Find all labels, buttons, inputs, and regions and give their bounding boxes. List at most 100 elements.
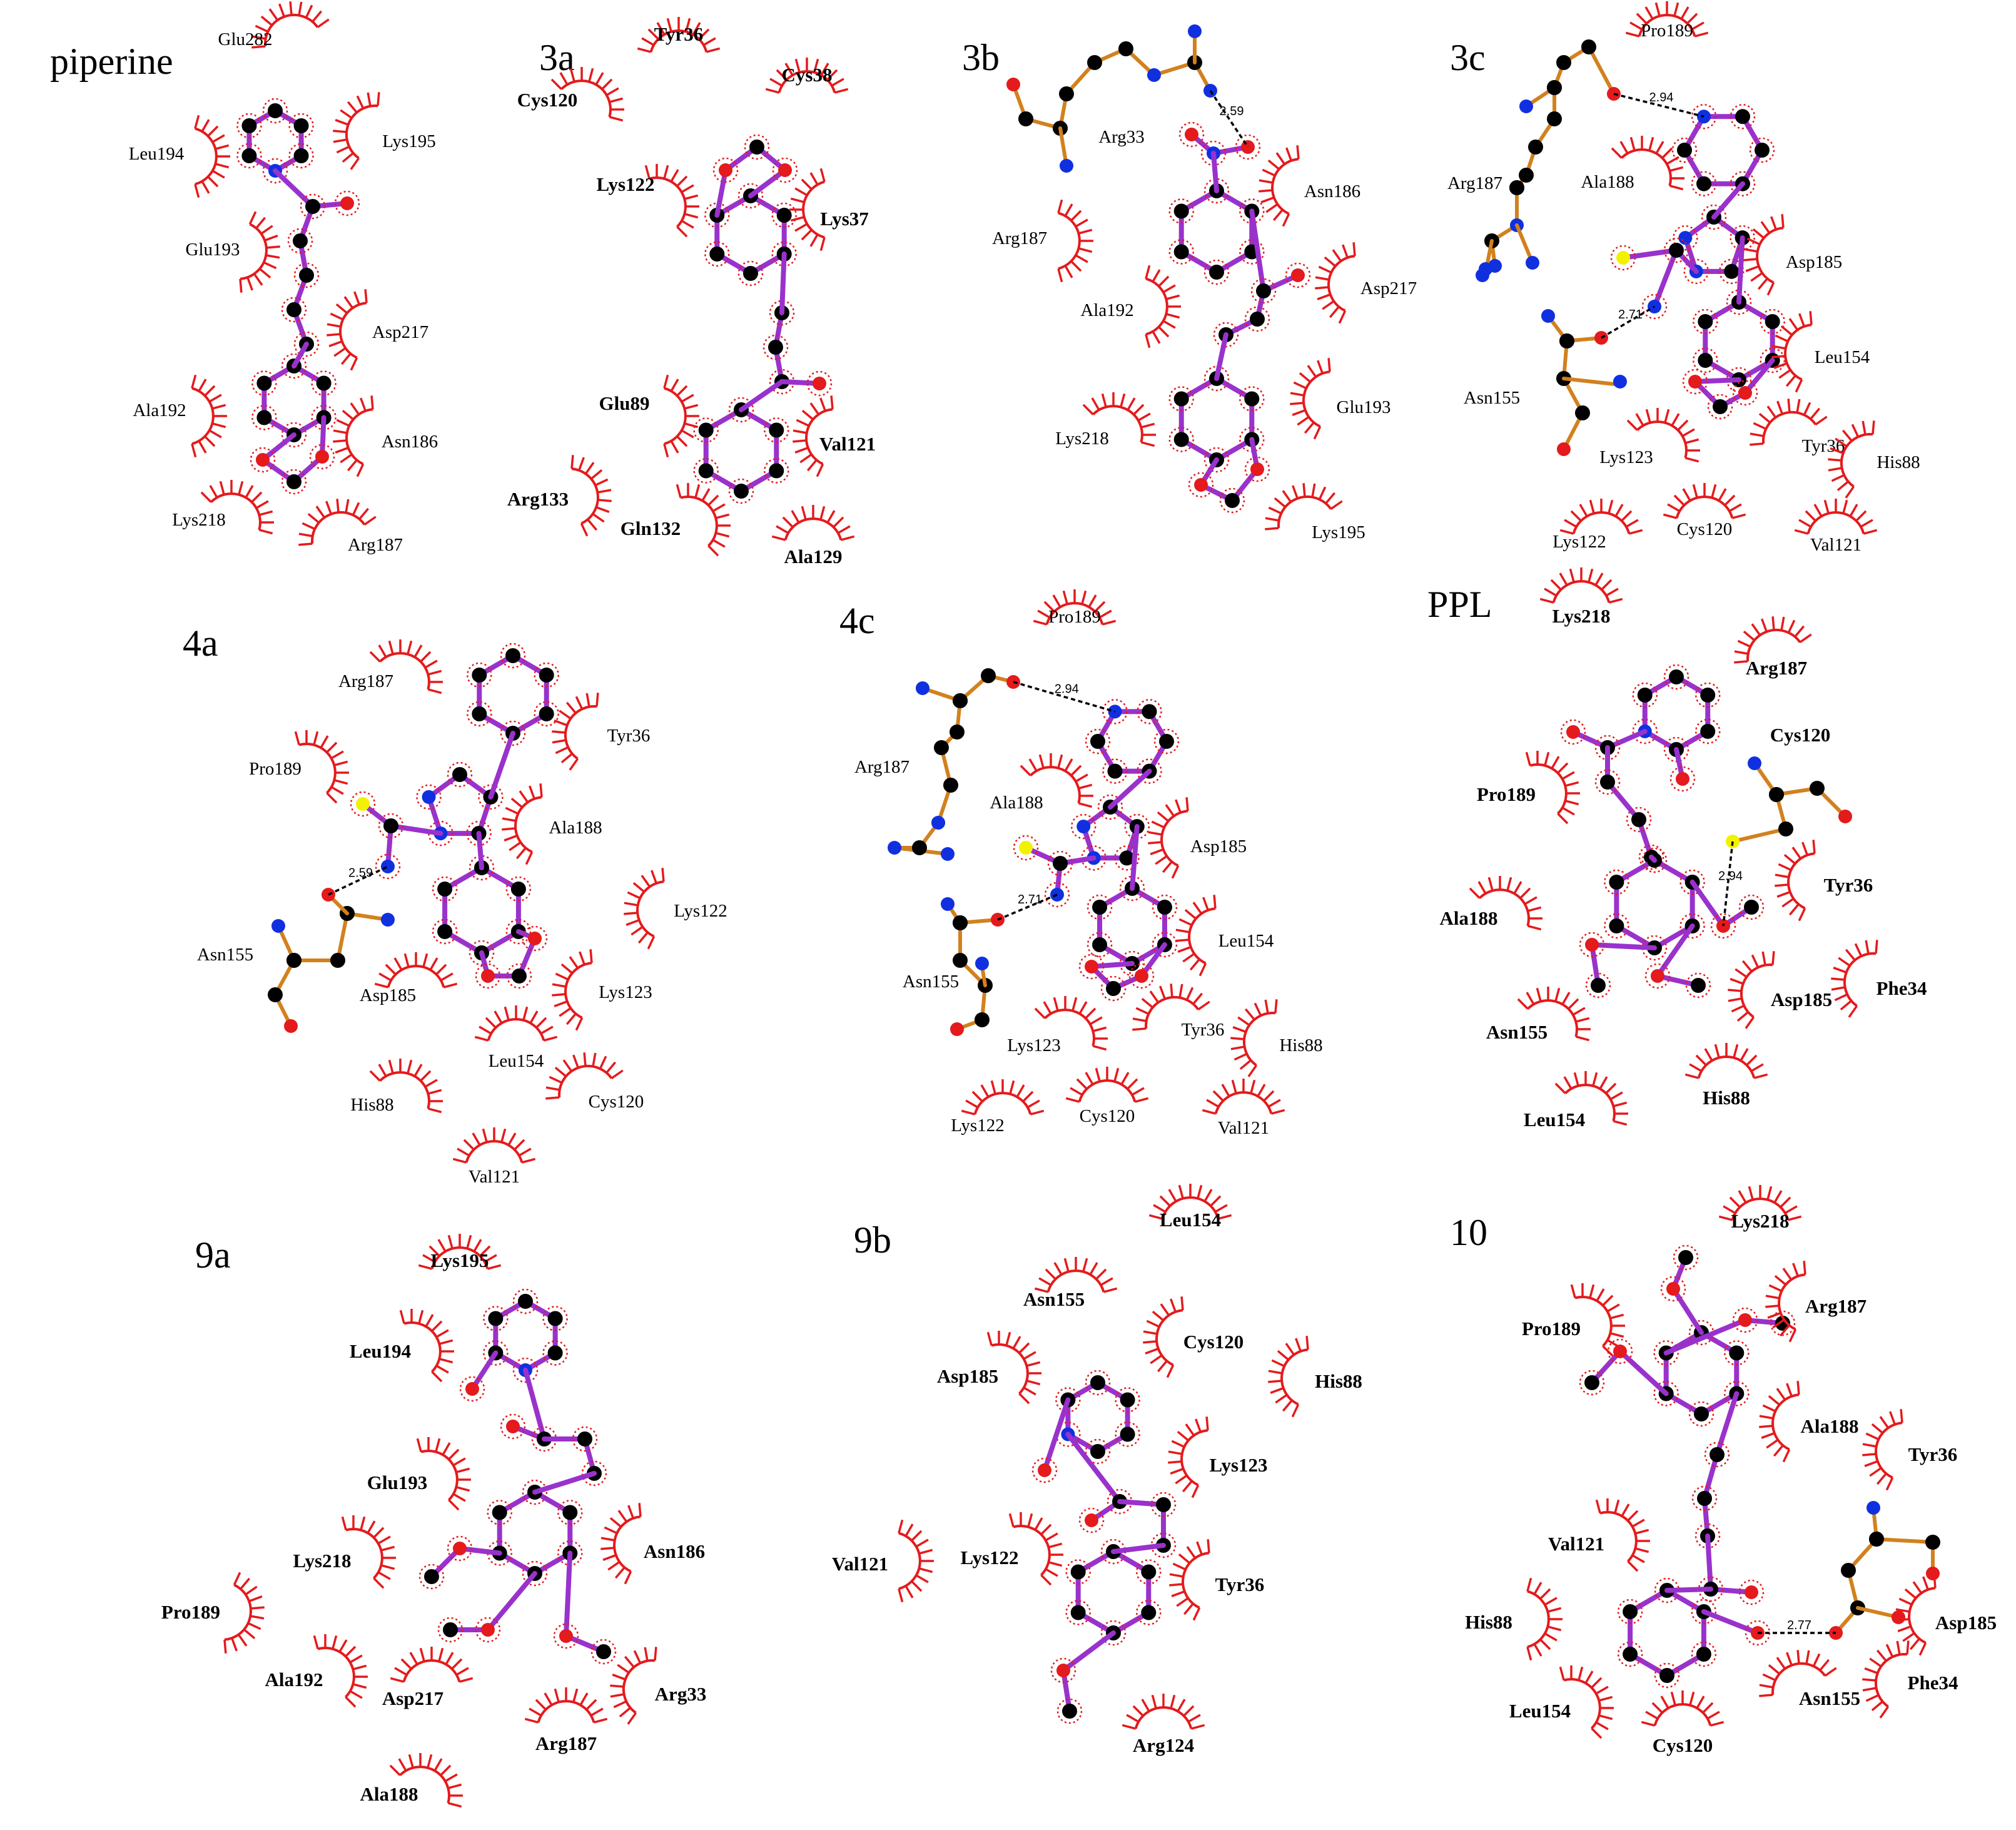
atom-contact-halo: [693, 417, 719, 443]
residue-pro189: Pro189: [249, 730, 349, 804]
atom-contact-halo: [1065, 1600, 1091, 1625]
atom-contact-halo: [769, 300, 795, 326]
his88-hydrophobic-arc: [1526, 1577, 1563, 1661]
atom-C: [1691, 978, 1706, 993]
residue-lys122: Lys122: [1553, 499, 1643, 552]
atom-contact-halo: [590, 1639, 617, 1665]
residue-his88: His88: [1465, 1577, 1563, 1661]
tyr36-hydrophobic-arc: [1750, 399, 1828, 446]
residue-label: Leu154: [489, 1051, 544, 1071]
residue-label: Glu193: [367, 1472, 427, 1493]
residue-label: Lys218: [1055, 429, 1108, 449]
atom-contact-halo: [1693, 308, 1718, 335]
hbond-line: [997, 893, 1058, 921]
atom-contact-halo: [1239, 386, 1265, 412]
residue-label: Lys122: [674, 901, 727, 921]
residue-label: Arg33: [1098, 127, 1145, 147]
residue-lys37: Lys37: [789, 168, 869, 252]
val121-hydrophobic-arc: [1595, 1498, 1650, 1572]
residue-label: Ala188: [549, 818, 602, 838]
panel-9b: 9b Leu154 Asn155 Cys120 His88 Asp185 Lys123 Val…: [832, 1184, 1362, 1756]
atom-contact-halo: [432, 876, 458, 902]
atom-contact-halo: [236, 113, 262, 139]
residue-leu154: Leu154: [1771, 311, 1870, 393]
ala188-hydrophobic-arc: [389, 1753, 463, 1808]
atom-C: [950, 724, 965, 740]
hbond-distance: 2.71: [1618, 308, 1643, 322]
atom-C: [1225, 493, 1240, 508]
atom-contact-halo: [1070, 813, 1097, 840]
cys120-hydrophobic-arc: [1065, 1067, 1149, 1103]
atom-contact-halo: [500, 720, 526, 746]
leu154-hydrophobic-arc: [1771, 311, 1813, 393]
atom-contact-halo: [1724, 1381, 1750, 1406]
residue-his88: His88: [1230, 999, 1323, 1077]
atom-C: [943, 778, 958, 793]
residue-cys38: Cys38: [765, 58, 849, 94]
atom-contact-halo: [467, 662, 492, 688]
atom-C: [776, 208, 792, 223]
gln132-hydrophobic-arc: [676, 483, 731, 557]
atom-contact-halo: [262, 158, 288, 184]
atom-contact-halo: [437, 1617, 463, 1643]
lys195-hydrophobic-arc: [333, 92, 380, 170]
glu193-hydrophobic-arc: [416, 1437, 471, 1511]
atom-contact-halo: [416, 784, 442, 810]
residue-tyr36: Tyr36: [1775, 840, 1873, 922]
atom-contact-halo: [1585, 972, 1611, 999]
atom-C: [1142, 704, 1157, 719]
hbond-line: [1722, 841, 1734, 927]
residue-pro189: Pro189: [1033, 589, 1117, 627]
atom-C: [256, 410, 272, 425]
residue-label: Tyr36: [1908, 1443, 1958, 1465]
atom-contact-halo: [1219, 487, 1245, 514]
residue-label: Leu154: [1509, 1700, 1571, 1722]
atom-C: [1778, 821, 1793, 836]
atom-C: [1556, 55, 1571, 70]
atom-N: [1479, 262, 1492, 276]
hbond-distance: 2.59: [348, 867, 373, 880]
atom-O: [1566, 725, 1580, 739]
ligand-structure: [236, 98, 360, 495]
residue-asp185: Asp185: [360, 952, 458, 1005]
residue-label: Glu89: [599, 392, 650, 414]
hbond-distance: 2.94: [1718, 870, 1743, 883]
atom-O: [1135, 969, 1148, 983]
atom-C: [1696, 1647, 1711, 1662]
residue-label: Lys218: [1552, 605, 1610, 627]
atom-contact-halo: [350, 791, 376, 817]
atom-O: [528, 932, 542, 945]
atom-contact-halo: [1244, 456, 1270, 482]
atom-C: [512, 968, 527, 984]
asn186-hydrophobic-arc: [333, 395, 374, 477]
residue-val121: Val121: [832, 1519, 934, 1603]
his88-hydrophobic-arc: [1828, 420, 1875, 499]
bond: [1655, 923, 1695, 979]
residue-lys218: Lys218: [293, 1515, 396, 1589]
atom-C: [1059, 86, 1074, 101]
atom-contact-halo: [311, 370, 337, 396]
glu193-hydrophobic-arc: [1290, 358, 1331, 440]
atom-C: [1118, 41, 1133, 56]
atom-C: [424, 1569, 439, 1584]
val121-hydrophobic-arc: [1794, 499, 1878, 535]
residue-lys218: Lys218: [1539, 567, 1623, 627]
atom-contact-halo: [1641, 847, 1668, 873]
atom-contact-halo: [469, 940, 495, 966]
residue-label: Lys195: [430, 1249, 489, 1271]
atom-C: [539, 668, 554, 683]
residue-lys218: Lys218: [172, 480, 274, 535]
atom-C: [975, 1012, 990, 1027]
atom-contact-halo: [764, 458, 789, 484]
val121-hydrophobic-arc: [898, 1519, 934, 1603]
atom-C: [1669, 669, 1684, 684]
atom-C: [1509, 180, 1524, 195]
atom-C: [1156, 1497, 1171, 1512]
residue-label: Ala192: [133, 400, 186, 420]
panel-9a: 9a Lys195 Leu194 Glu193 Asn186 Lys218 Pro189 Al…: [161, 1234, 706, 1808]
asp185-hydrophobic-arc: [1148, 797, 1189, 879]
atom-O: [1666, 1282, 1680, 1296]
bond: [1042, 1397, 1071, 1473]
atom-C: [1090, 734, 1105, 749]
atom-contact-halo: [500, 1413, 526, 1440]
